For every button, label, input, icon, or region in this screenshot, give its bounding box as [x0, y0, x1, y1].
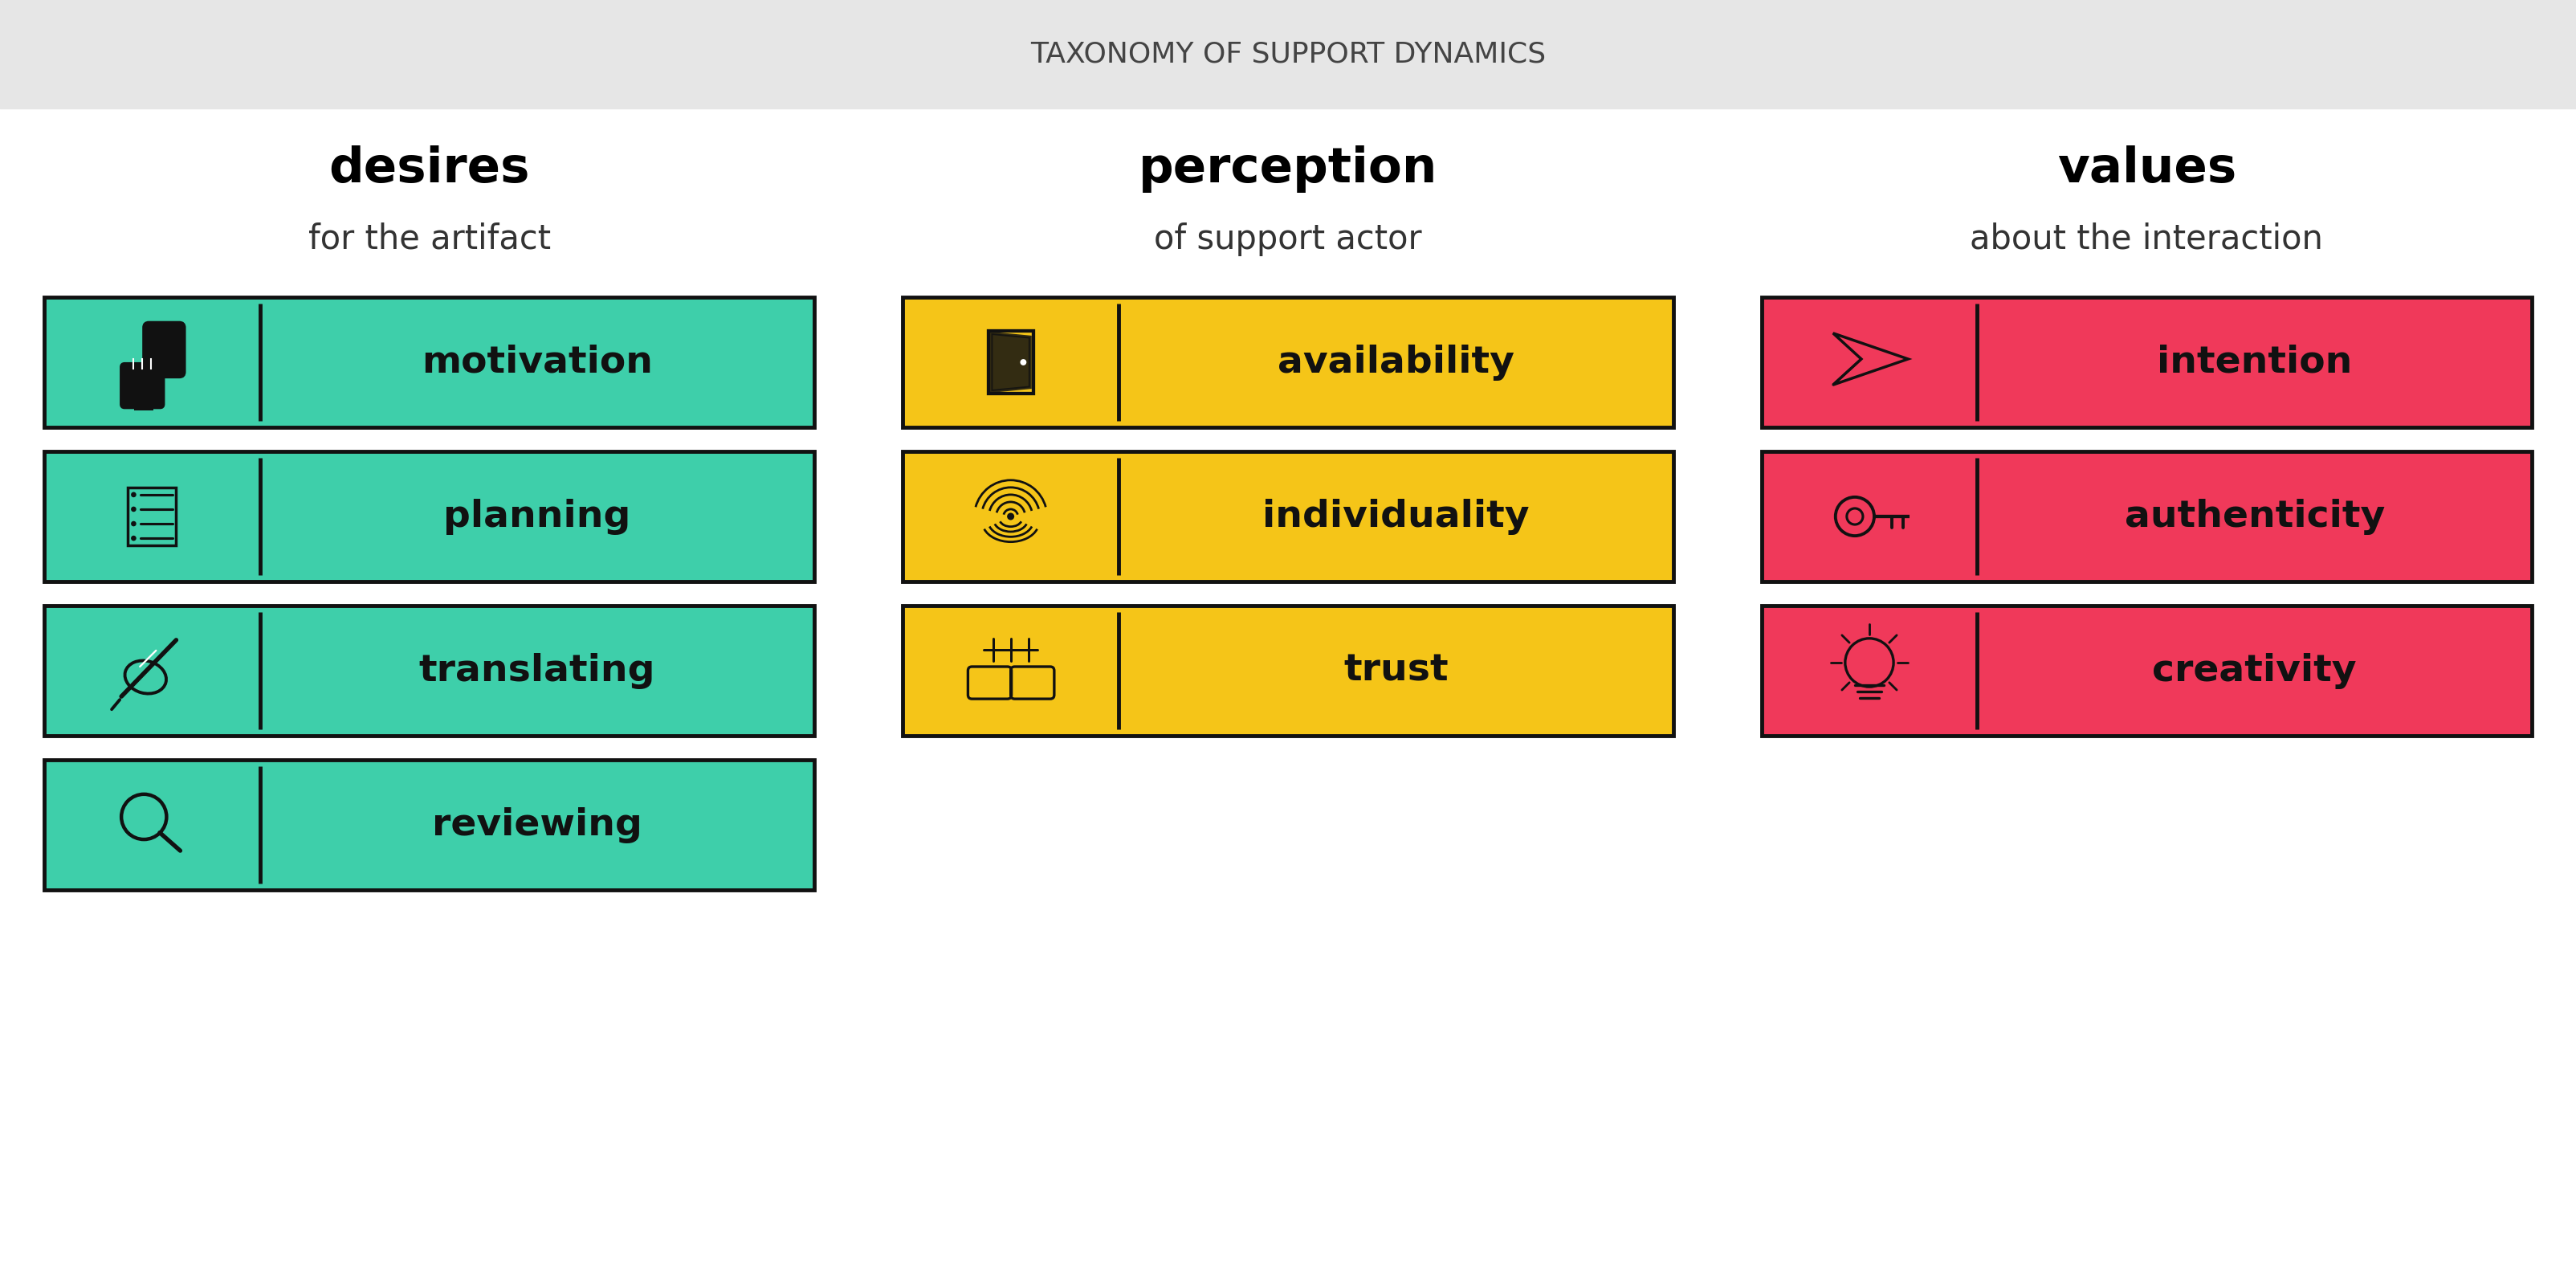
FancyBboxPatch shape — [1762, 298, 2532, 427]
Bar — [134, 397, 155, 411]
Text: perception: perception — [1139, 145, 1437, 193]
Text: reviewing: reviewing — [433, 807, 641, 842]
FancyBboxPatch shape — [1762, 605, 2532, 735]
Text: authenticity: authenticity — [2125, 498, 2385, 535]
Text: availability: availability — [1278, 344, 1515, 381]
Circle shape — [131, 536, 137, 541]
Text: intention: intention — [2156, 344, 2352, 381]
Text: creativity: creativity — [2154, 653, 2357, 689]
Polygon shape — [992, 333, 1030, 391]
FancyBboxPatch shape — [902, 298, 1674, 427]
Text: TAXONOMY OF SUPPORT DYNAMICS: TAXONOMY OF SUPPORT DYNAMICS — [1030, 40, 1546, 68]
Text: for the artifact: for the artifact — [309, 222, 551, 256]
Text: of support actor: of support actor — [1154, 222, 1422, 256]
Text: desires: desires — [330, 145, 531, 193]
Text: planning: planning — [443, 498, 631, 535]
Text: individuality: individuality — [1262, 498, 1530, 535]
Text: about the interaction: about the interaction — [1971, 222, 2324, 256]
Circle shape — [131, 521, 137, 526]
FancyBboxPatch shape — [44, 298, 814, 427]
Circle shape — [131, 492, 137, 497]
Text: values: values — [2058, 145, 2236, 193]
FancyBboxPatch shape — [121, 364, 162, 407]
FancyBboxPatch shape — [44, 760, 814, 890]
FancyBboxPatch shape — [44, 451, 814, 581]
Bar — [0, 0, 2576, 108]
FancyBboxPatch shape — [144, 323, 185, 377]
FancyBboxPatch shape — [44, 605, 814, 735]
Text: motivation: motivation — [422, 344, 652, 381]
FancyBboxPatch shape — [902, 605, 1674, 735]
Text: trust: trust — [1345, 653, 1448, 689]
Circle shape — [1020, 359, 1025, 366]
Circle shape — [1007, 513, 1015, 520]
FancyBboxPatch shape — [1762, 451, 2532, 581]
Circle shape — [131, 507, 137, 512]
FancyBboxPatch shape — [902, 451, 1674, 581]
Text: translating: translating — [420, 653, 654, 689]
